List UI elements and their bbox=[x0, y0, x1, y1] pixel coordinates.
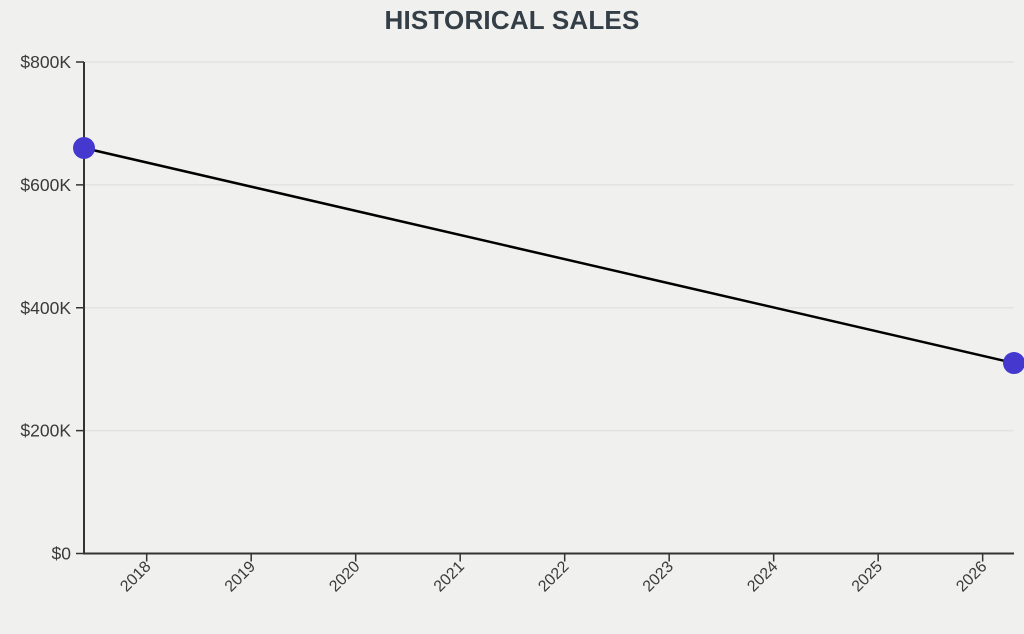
x-tick-label: 2020 bbox=[326, 558, 363, 595]
x-tick-label: 2022 bbox=[535, 558, 572, 595]
x-tick-label: 2023 bbox=[640, 558, 677, 595]
y-tick-label: $200K bbox=[20, 421, 71, 441]
x-tick-label: 2019 bbox=[222, 558, 259, 595]
sales-trend-line bbox=[83, 146, 1015, 365]
y-tick-label: $0 bbox=[52, 544, 72, 564]
chart-title: HISTORICAL SALES bbox=[384, 5, 640, 35]
data-point-marker[interactable] bbox=[73, 137, 95, 160]
x-tick-label: 2021 bbox=[431, 558, 468, 595]
y-tick-label: $400K bbox=[20, 298, 71, 318]
data-point-marker[interactable] bbox=[1003, 352, 1024, 375]
x-tick-label: 2025 bbox=[849, 558, 886, 595]
y-tick-label: $800K bbox=[20, 52, 71, 72]
x-tick-label: 2026 bbox=[953, 558, 990, 595]
y-tick-label: $600K bbox=[20, 175, 71, 195]
x-tick-label: 2024 bbox=[744, 558, 781, 595]
x-tick-label: 2018 bbox=[117, 558, 154, 595]
